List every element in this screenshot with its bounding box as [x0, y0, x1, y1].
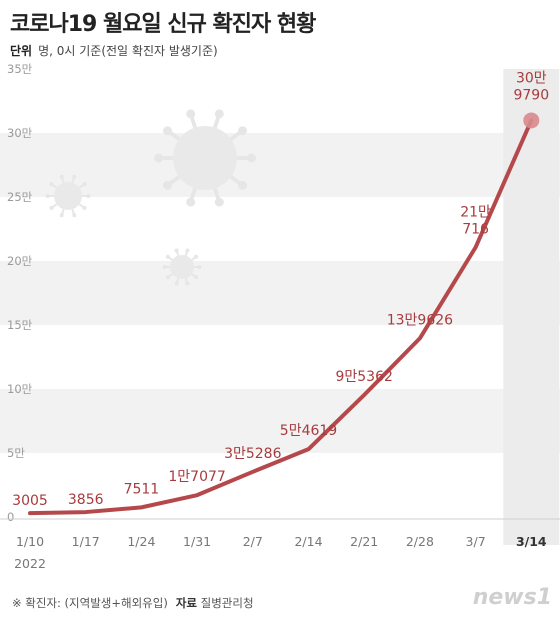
data-label: 30만 — [516, 70, 547, 86]
unit-note: 단위 명, 0시 기준(전일 확진자 발생기준) — [10, 42, 218, 59]
data-label: 13만9626 — [387, 312, 453, 328]
series-line — [28, 118, 534, 516]
x-tick-label: 2/14 — [294, 534, 322, 549]
y-tick-label: 10만 — [7, 382, 33, 396]
news1-logo: news1 — [472, 585, 552, 610]
source-text: 질병관리청 — [200, 596, 254, 610]
grid-band — [0, 133, 560, 197]
virus-icon — [154, 109, 256, 207]
data-label: 9790 — [513, 87, 549, 103]
chart-title: 코로나19 월요일 신규 확진자 현황 — [10, 12, 316, 37]
x-year-label: 2022 — [14, 556, 46, 571]
x-tick-label: 2/7 — [243, 534, 263, 549]
data-label: 3만5286 — [224, 446, 282, 462]
y-tick-label: 0 — [7, 510, 14, 524]
source-label: 자료 — [175, 596, 197, 610]
data-label: 9만5362 — [335, 369, 392, 385]
data-label: 5만4619 — [280, 423, 337, 439]
footer-note: ※ 확진자: (지역발생+해외유입) 자료 질병관리청 — [12, 595, 254, 611]
data-label: 716 — [462, 221, 489, 237]
x-tick-label: 2/28 — [406, 534, 434, 549]
x-tick-label: 3/7 — [466, 534, 486, 549]
x-tick-label: 1/10 — [16, 534, 44, 549]
x-tick-label: 1/31 — [183, 534, 211, 549]
unit-text: 명, 0시 기준(전일 확진자 발생기준) — [38, 44, 218, 58]
data-label: 7511 — [124, 481, 160, 497]
line-chart: 0 5만 10만 15만 20만 25만 30만 35만 1/10 1/17 1/24 1/31 2/7… — [0, 62, 560, 571]
data-label: 3005 — [12, 493, 48, 509]
y-tick-label: 35만 — [7, 62, 33, 76]
data-label: 1만7077 — [168, 469, 225, 485]
virus-icon — [45, 174, 91, 218]
x-tick-label: 2/21 — [350, 534, 378, 549]
y-tick-label: 25만 — [7, 190, 33, 204]
y-tick-label: 5만 — [7, 446, 25, 460]
x-tick-label: 1/17 — [72, 534, 100, 549]
y-tick-label: 20만 — [7, 254, 33, 268]
grid-band — [0, 261, 560, 325]
x-tick-label: 1/24 — [127, 534, 155, 549]
x-tick-label: 3/14 — [516, 534, 547, 549]
y-tick-label: 15만 — [7, 318, 33, 332]
note-text: ※ 확진자: (지역발생+해외유입) — [12, 596, 168, 610]
highlight-column — [503, 69, 560, 545]
virus-icon — [162, 248, 202, 286]
unit-label: 단위 — [10, 44, 33, 58]
data-label: 3856 — [68, 492, 104, 508]
y-tick-label: 30만 — [7, 126, 33, 140]
grid-band — [0, 389, 560, 453]
data-point — [523, 112, 540, 129]
data-label: 21만 — [460, 204, 491, 220]
